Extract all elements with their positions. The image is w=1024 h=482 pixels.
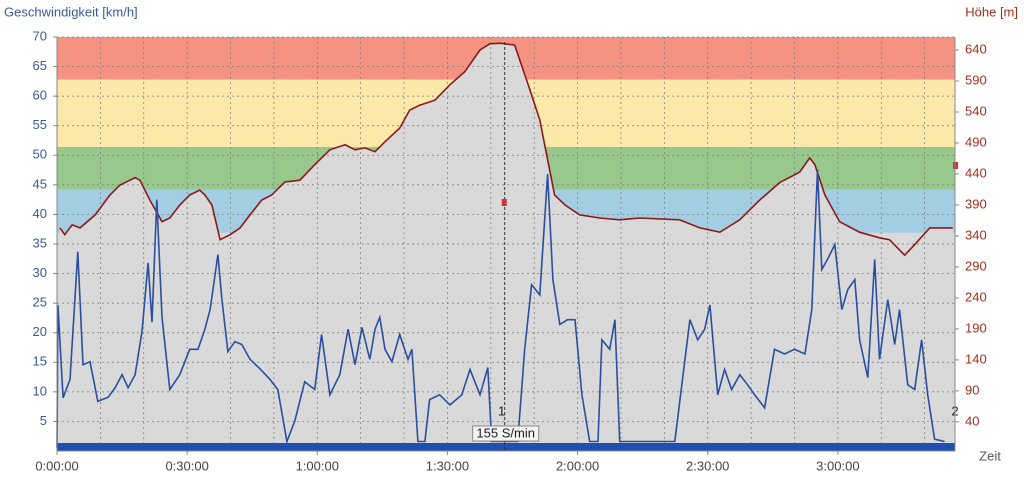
baseline-bar: [57, 443, 955, 451]
x-axis-label: Zeit: [979, 448, 1001, 463]
y-tick-label: 55: [33, 117, 47, 132]
marker-label: 1: [498, 403, 505, 418]
y-tick-label: 25: [33, 295, 47, 310]
y-tick-label: 50: [33, 147, 47, 162]
y2-tick-label: 240: [965, 289, 987, 304]
y2-tick-label: 340: [965, 227, 987, 242]
y2-tick-label: 640: [965, 41, 987, 56]
y-axis-label: Geschwindigkeit [km/h]: [4, 4, 138, 19]
y2-tick-label: 540: [965, 103, 987, 118]
y-tick-label: 5: [40, 413, 47, 428]
y2-tick-label: 90: [965, 382, 979, 397]
x-tick-label: 3:00:00: [816, 458, 859, 473]
y2-tick-label: 490: [965, 134, 987, 149]
y-tick-label: 60: [33, 88, 47, 103]
y-tick-label: 40: [33, 206, 47, 221]
y2-tick-label: 290: [965, 258, 987, 273]
x-tick-label: 2:00:00: [556, 458, 599, 473]
y-tick-label: 45: [33, 176, 47, 191]
y2-tick-label: 190: [965, 320, 987, 335]
y-tick-label: 15: [33, 354, 47, 369]
y-tick-label: 10: [33, 383, 47, 398]
x-tick-label: 1:00:00: [296, 458, 339, 473]
y-tick-label: 65: [33, 58, 47, 73]
cursor-label-box: [472, 425, 540, 442]
line: [56, 169, 945, 449]
cursor-label: 155 S/min: [476, 425, 535, 440]
line: [59, 42, 953, 257]
y-tick-label: 30: [33, 265, 47, 280]
y2-tick-label: 40: [965, 413, 979, 428]
x-tick-label: 0:00:00: [35, 458, 78, 473]
cursor-handle: [501, 199, 507, 206]
y-tick-label: 20: [33, 324, 47, 339]
x-tick-label: 2:30:00: [686, 458, 729, 473]
x-tick-label: 0:30:00: [165, 458, 208, 473]
y2-tick-label: 140: [965, 351, 987, 366]
area: [60, 43, 953, 451]
x-tick-label: 1:30:00: [426, 458, 469, 473]
y2-axis-label: Höhe [m]: [965, 4, 1018, 19]
y2-tick-label: 590: [965, 72, 987, 87]
y2-tick-label: 390: [965, 196, 987, 211]
y2-tick-label: 440: [965, 165, 987, 180]
y-tick-label: 70: [33, 28, 47, 43]
y-tick-label: 35: [33, 235, 47, 250]
